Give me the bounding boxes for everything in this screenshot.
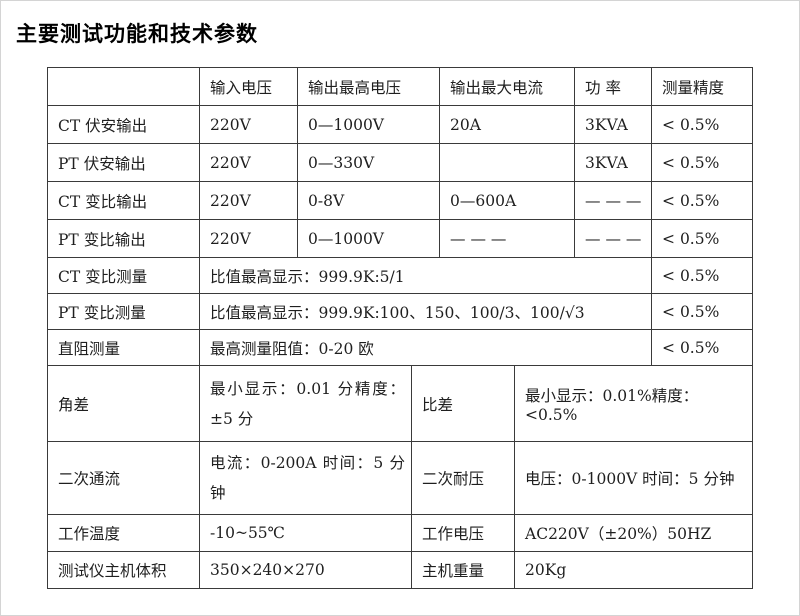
cell-input-voltage: 220V [199,219,298,258]
row-label: 测试仪主机体积 [47,551,200,589]
row-label: 直阻测量 [47,329,200,366]
table-row-ct-va-output: CT 伏安输出 220V 0—1000V 20A 3KVA < 0.5% [47,105,754,144]
cell-power: 3KVA [574,105,653,144]
row-label: 二次通流 [47,441,200,515]
cell-withstand-voltage-value: 电压：0-1000V 时间：5 分钟 [514,441,754,515]
cell-max-current [439,143,576,182]
row-label: PT 变比输出 [47,219,200,258]
row-label: 工作温度 [47,514,200,552]
page-title: 主要测试功能和技术参数 [16,22,258,46]
cell-max-voltage: 0-8V [296,181,441,220]
cell-max-voltage: 0—1000V [296,105,441,144]
cell-accuracy: < 0.5% [651,181,754,220]
corner-cell [47,67,200,106]
column-header-accuracy: 测量精度 [651,67,754,106]
row-label: CT 变比输出 [47,181,200,220]
cell-secondary-current-value: 电流：0-200A 时间：5 分钟 [199,441,412,515]
table-row-working-temperature: 工作温度 -10~55℃ 工作电压 AC220V（±20%）50HZ [47,514,754,552]
cell-ratio-display: 比值最高显示：999.9K:100、150、100/3、100/√3 [198,293,653,330]
row-label-withstand-voltage: 二次耐压 [410,441,516,515]
row-label: PT 伏安输出 [47,143,200,182]
cell-working-voltage-value: AC220V（±20%）50HZ [514,514,754,552]
cell-input-voltage: 220V [199,181,298,220]
table-row-resistance-measure: 直阻测量 最高测量阻值：0-20 欧 < 0.5% [47,329,754,366]
row-label: PT 变比测量 [47,293,200,330]
column-header-input-voltage: 输入电压 [199,67,298,106]
row-label-host-weight: 主机重量 [410,551,516,589]
column-header-max-output-current: 输出最大电流 [439,67,576,106]
cell-max-current: — — — [439,219,576,258]
cell-accuracy: < 0.5% [651,293,754,330]
cell-max-current: 20A [439,105,576,144]
cell-ratio-display: 比值最高显示：999.9K:5/1 [198,257,653,294]
cell-accuracy: < 0.5% [651,219,754,258]
cell-input-voltage: 220V [199,143,298,182]
cell-accuracy: < 0.5% [651,105,754,144]
cell-angle-error-value: 最小显示：0.01 分精度：±5 分 [199,365,412,442]
cell-power: 3KVA [574,143,653,182]
row-label: CT 伏安输出 [47,105,200,144]
header-row: 输入电压 输出最高电压 输出最大电流 功 率 测量精度 [47,67,754,106]
table-row-host-dimensions: 测试仪主机体积 350×240×270 主机重量 20Kg [47,551,754,589]
cell-max-voltage: 0—1000V [296,219,441,258]
table-row-pt-ratio-output: PT 变比输出 220V 0—1000V — — — — — — < 0.5% [47,219,754,258]
cell-ratio-error-value: 最小显示：0.01%精度：<0.5% [514,365,754,442]
table-row-ct-ratio-output: CT 变比输出 220V 0-8V 0—600A — — — < 0.5% [47,181,754,220]
cell-max-voltage: 0—330V [296,143,441,182]
cell-dimensions-value: 350×240×270 [199,551,412,589]
row-label: 角差 [47,365,200,442]
cell-accuracy: < 0.5% [651,143,754,182]
table-row-ct-ratio-measure: CT 变比测量 比值最高显示：999.9K:5/1 < 0.5% [47,257,754,294]
cell-power: — — — [574,181,653,220]
cell-accuracy: < 0.5% [651,257,754,294]
cell-input-voltage: 220V [199,105,298,144]
cell-power: — — — [574,219,653,258]
spec-table: 输入电压 输出最高电压 输出最大电流 功 率 测量精度 CT 伏安输出 220V… [47,67,754,589]
row-label-working-voltage: 工作电压 [410,514,516,552]
row-label-ratio-error: 比差 [410,365,516,442]
table-row-angle-error: 角差 最小显示：0.01 分精度：±5 分 比差 最小显示：0.01%精度：<0… [47,365,754,442]
table-row-pt-ratio-measure: PT 变比测量 比值最高显示：999.9K:100、150、100/3、100/… [47,293,754,330]
cell-accuracy: < 0.5% [651,329,754,366]
row-label: CT 变比测量 [47,257,200,294]
column-header-max-output-voltage: 输出最高电压 [296,67,441,106]
column-header-power: 功 率 [574,67,653,106]
cell-weight-value: 20Kg [514,551,754,589]
cell-temperature-range: -10~55℃ [199,514,412,552]
cell-resistance-range: 最高测量阻值：0-20 欧 [198,329,653,366]
cell-max-current: 0—600A [439,181,576,220]
table-row-pt-va-output: PT 伏安输出 220V 0—330V 3KVA < 0.5% [47,143,754,182]
table-row-secondary-current: 二次通流 电流：0-200A 时间：5 分钟 二次耐压 电压：0-1000V 时… [47,441,754,515]
